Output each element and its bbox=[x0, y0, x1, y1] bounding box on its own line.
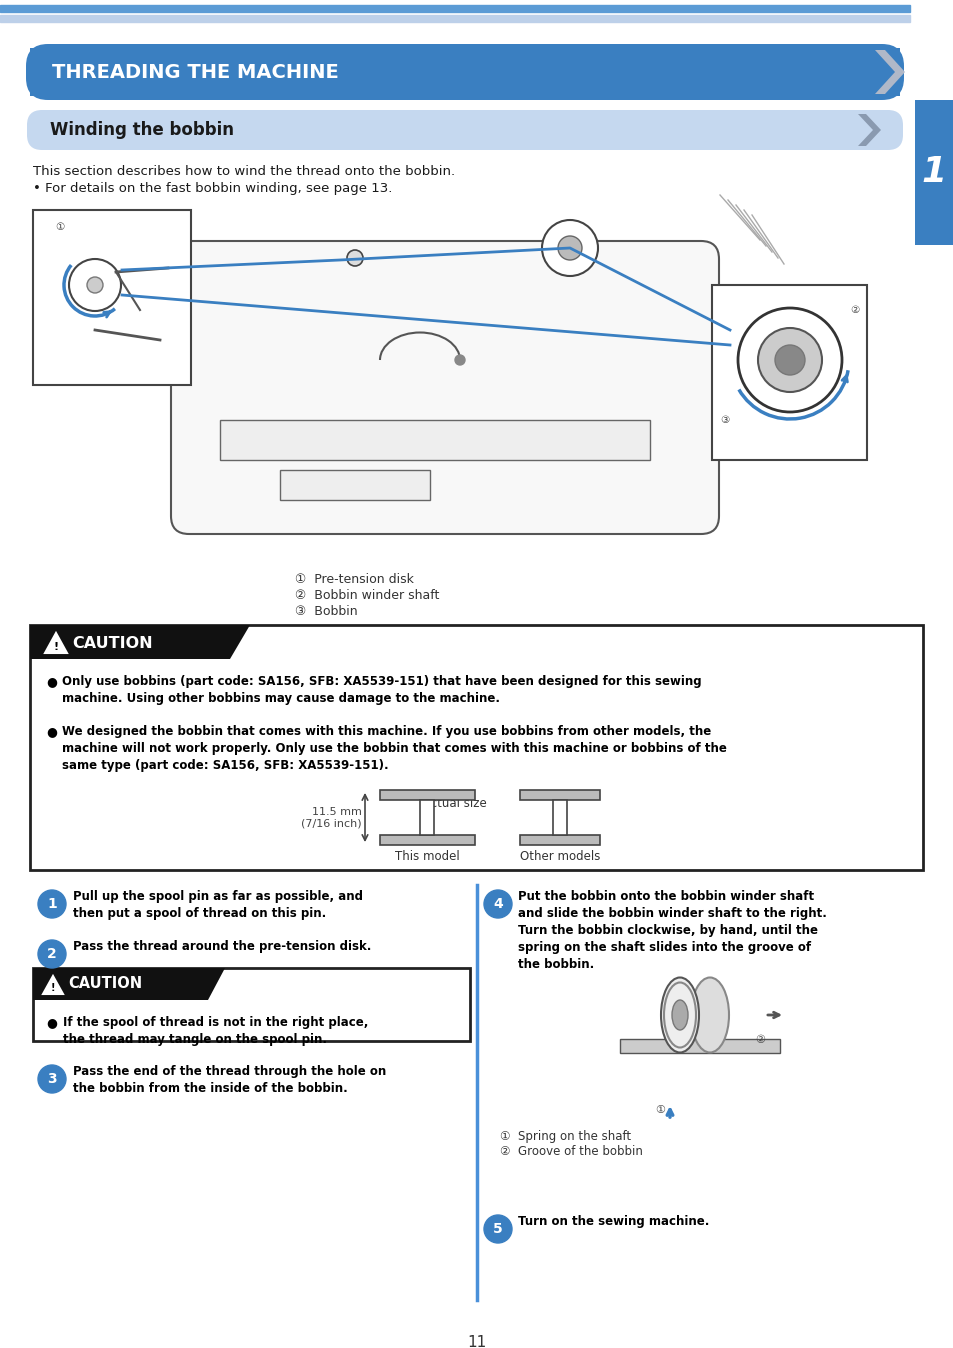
Bar bbox=[914, 100, 953, 245]
Polygon shape bbox=[857, 115, 880, 146]
Text: ●: ● bbox=[46, 675, 57, 687]
Polygon shape bbox=[43, 976, 63, 993]
Bar bbox=[30, 625, 230, 659]
Circle shape bbox=[38, 1065, 66, 1093]
Text: ③  Bobbin: ③ Bobbin bbox=[294, 605, 357, 617]
Text: Pass the end of the thread through the hole on
the bobbin from the inside of the: Pass the end of the thread through the h… bbox=[73, 1065, 386, 1095]
Text: !: ! bbox=[53, 642, 58, 652]
Ellipse shape bbox=[690, 977, 728, 1053]
Text: CAUTION: CAUTION bbox=[71, 635, 152, 651]
Text: Pull up the spool pin as far as possible, and
then put a spool of thread on this: Pull up the spool pin as far as possible… bbox=[73, 890, 363, 919]
Text: ②: ② bbox=[754, 1035, 764, 1045]
Bar bbox=[519, 834, 599, 845]
Text: ②  Bobbin winder shaft: ② Bobbin winder shaft bbox=[294, 589, 439, 603]
Text: Put the bobbin onto the bobbin winder shaft
and slide the bobbin winder shaft to: Put the bobbin onto the bobbin winder sh… bbox=[517, 890, 826, 971]
Bar bbox=[33, 968, 470, 1041]
Text: 1: 1 bbox=[921, 155, 946, 190]
Bar bbox=[379, 834, 475, 845]
Text: ①: ① bbox=[55, 222, 64, 232]
Text: 11.5 mm
(7/16 inch): 11.5 mm (7/16 inch) bbox=[301, 806, 361, 828]
Text: 4: 4 bbox=[493, 896, 502, 911]
Circle shape bbox=[483, 1215, 512, 1243]
Circle shape bbox=[483, 890, 512, 918]
Bar bbox=[519, 790, 599, 799]
Text: ②  Groove of the bobbin: ② Groove of the bobbin bbox=[499, 1144, 642, 1158]
Text: Other models: Other models bbox=[519, 851, 599, 863]
Circle shape bbox=[738, 307, 841, 412]
Bar bbox=[711, 284, 866, 460]
Text: Only use bobbins (part code: SA156, SFB: XA5539-151) that have been designed for: Only use bobbins (part code: SA156, SFB:… bbox=[62, 675, 700, 705]
Bar bbox=[33, 968, 208, 1000]
Text: ●: ● bbox=[46, 725, 57, 737]
Polygon shape bbox=[874, 50, 904, 94]
Text: ●: ● bbox=[46, 1016, 57, 1029]
Bar bbox=[379, 790, 475, 799]
Circle shape bbox=[38, 890, 66, 918]
Circle shape bbox=[347, 249, 363, 266]
Text: Winding the bobbin: Winding the bobbin bbox=[50, 121, 233, 139]
Text: ③: ③ bbox=[720, 415, 728, 425]
Bar bbox=[33, 210, 191, 386]
Bar bbox=[619, 1039, 780, 1053]
Circle shape bbox=[541, 220, 598, 276]
Bar bbox=[0, 15, 909, 22]
Text: ①: ① bbox=[655, 1105, 664, 1115]
Text: 2: 2 bbox=[47, 948, 57, 961]
Bar bbox=[30, 625, 923, 869]
Text: ②: ② bbox=[849, 305, 859, 315]
Text: Turn on the sewing machine.: Turn on the sewing machine. bbox=[517, 1215, 709, 1228]
Bar bbox=[553, 799, 566, 834]
Bar bbox=[0, 5, 909, 12]
Text: This model: This model bbox=[395, 851, 459, 863]
Circle shape bbox=[38, 940, 66, 968]
FancyBboxPatch shape bbox=[27, 111, 902, 150]
FancyBboxPatch shape bbox=[171, 241, 719, 534]
Text: 11: 11 bbox=[467, 1335, 486, 1348]
Bar bbox=[220, 421, 649, 460]
Polygon shape bbox=[208, 968, 225, 1000]
Text: 1: 1 bbox=[47, 896, 57, 911]
Circle shape bbox=[455, 355, 464, 365]
Text: We designed the bobbin that comes with this machine. If you use bobbins from oth: We designed the bobbin that comes with t… bbox=[62, 725, 726, 772]
Text: CAUTION: CAUTION bbox=[68, 976, 142, 992]
Text: THREADING THE MACHINE: THREADING THE MACHINE bbox=[52, 62, 338, 81]
Text: This section describes how to wind the thread onto the bobbin.: This section describes how to wind the t… bbox=[33, 164, 455, 178]
Text: Actual size: Actual size bbox=[423, 797, 486, 810]
FancyBboxPatch shape bbox=[26, 44, 903, 100]
Text: • For details on the fast bobbin winding, see page 13.: • For details on the fast bobbin winding… bbox=[33, 182, 392, 195]
Polygon shape bbox=[45, 634, 67, 652]
Ellipse shape bbox=[660, 977, 699, 1053]
Circle shape bbox=[69, 259, 121, 311]
Text: ①  Pre-tension disk: ① Pre-tension disk bbox=[294, 573, 414, 586]
Circle shape bbox=[87, 276, 103, 293]
Bar bbox=[30, 49, 899, 96]
Ellipse shape bbox=[671, 1000, 687, 1030]
Bar bbox=[419, 799, 434, 834]
Text: If the spool of thread is not in the right place,
the thread may tangle on the s: If the spool of thread is not in the rig… bbox=[63, 1016, 368, 1046]
Text: 3: 3 bbox=[47, 1072, 57, 1086]
Circle shape bbox=[758, 328, 821, 392]
Polygon shape bbox=[230, 625, 250, 659]
Text: ①  Spring on the shaft: ① Spring on the shaft bbox=[499, 1130, 631, 1143]
Text: Pass the thread around the pre-tension disk.: Pass the thread around the pre-tension d… bbox=[73, 940, 371, 953]
Text: !: ! bbox=[51, 983, 55, 993]
Circle shape bbox=[558, 236, 581, 260]
Text: 5: 5 bbox=[493, 1223, 502, 1236]
Circle shape bbox=[774, 345, 804, 375]
Bar bbox=[280, 470, 430, 500]
